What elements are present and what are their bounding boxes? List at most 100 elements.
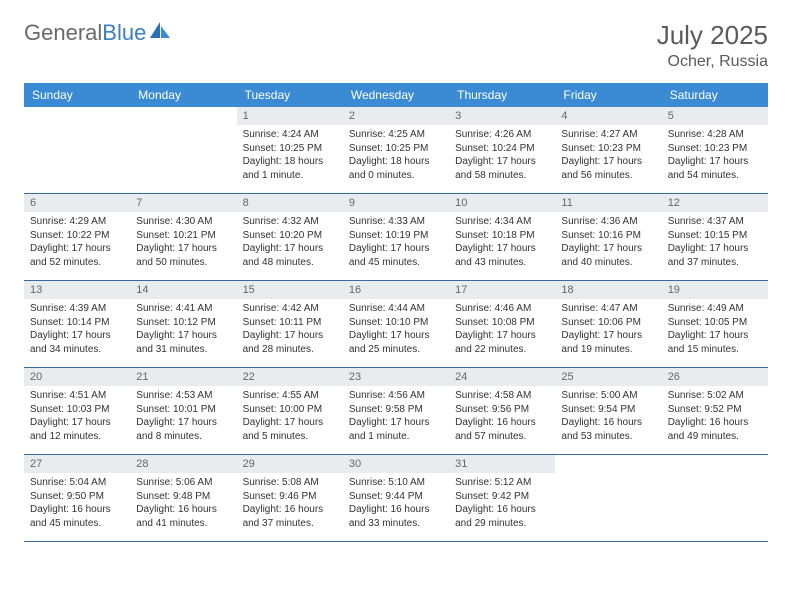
logo-part2: Blue (102, 20, 146, 45)
calendar-day: 10Sunrise: 4:34 AMSunset: 10:18 PMDaylig… (449, 194, 555, 281)
title-block: July 2025 Ocher, Russia (657, 20, 768, 71)
sail-icon (150, 22, 172, 45)
day-number: 25 (555, 368, 661, 386)
calendar-header: SundayMondayTuesdayWednesdayThursdayFrid… (24, 83, 768, 107)
calendar-week: 6Sunrise: 4:29 AMSunset: 10:22 PMDayligh… (24, 194, 768, 281)
header: GeneralBlue July 2025 Ocher, Russia (24, 20, 768, 71)
calendar-day: 20Sunrise: 4:51 AMSunset: 10:03 PMDaylig… (24, 368, 130, 455)
day-number: 4 (555, 107, 661, 125)
calendar-day: 5Sunrise: 4:28 AMSunset: 10:23 PMDayligh… (662, 107, 768, 194)
day-details: Sunrise: 4:28 AMSunset: 10:23 PMDaylight… (662, 125, 768, 186)
day-number: 17 (449, 281, 555, 299)
calendar-day: 30Sunrise: 5:10 AMSunset: 9:44 PMDayligh… (343, 455, 449, 542)
day-number: 6 (24, 194, 130, 212)
weekday-header: Tuesday (237, 83, 343, 107)
day-details: Sunrise: 5:00 AMSunset: 9:54 PMDaylight:… (555, 386, 661, 447)
calendar-day: 27Sunrise: 5:04 AMSunset: 9:50 PMDayligh… (24, 455, 130, 542)
calendar-day: 2Sunrise: 4:25 AMSunset: 10:25 PMDayligh… (343, 107, 449, 194)
calendar-week: 13Sunrise: 4:39 AMSunset: 10:14 PMDaylig… (24, 281, 768, 368)
day-number: 5 (662, 107, 768, 125)
day-details: Sunrise: 4:56 AMSunset: 9:58 PMDaylight:… (343, 386, 449, 447)
day-number: 20 (24, 368, 130, 386)
day-number: 31 (449, 455, 555, 473)
day-details: Sunrise: 4:53 AMSunset: 10:01 PMDaylight… (130, 386, 236, 447)
day-number: 27 (24, 455, 130, 473)
day-number: 16 (343, 281, 449, 299)
day-details: Sunrise: 5:12 AMSunset: 9:42 PMDaylight:… (449, 473, 555, 534)
day-details: Sunrise: 4:25 AMSunset: 10:25 PMDaylight… (343, 125, 449, 186)
logo: GeneralBlue (24, 20, 172, 46)
day-number: 1 (237, 107, 343, 125)
day-number: 23 (343, 368, 449, 386)
calendar-body: 1Sunrise: 4:24 AMSunset: 10:25 PMDayligh… (24, 107, 768, 542)
day-details: Sunrise: 4:44 AMSunset: 10:10 PMDaylight… (343, 299, 449, 360)
day-details: Sunrise: 4:39 AMSunset: 10:14 PMDaylight… (24, 299, 130, 360)
day-number: 19 (662, 281, 768, 299)
weekday-header: Wednesday (343, 83, 449, 107)
calendar-day: 1Sunrise: 4:24 AMSunset: 10:25 PMDayligh… (237, 107, 343, 194)
day-details: Sunrise: 4:58 AMSunset: 9:56 PMDaylight:… (449, 386, 555, 447)
calendar-week: 27Sunrise: 5:04 AMSunset: 9:50 PMDayligh… (24, 455, 768, 542)
day-details: Sunrise: 5:02 AMSunset: 9:52 PMDaylight:… (662, 386, 768, 447)
day-details: Sunrise: 4:46 AMSunset: 10:08 PMDaylight… (449, 299, 555, 360)
weekday-header: Sunday (24, 83, 130, 107)
calendar-day: 15Sunrise: 4:42 AMSunset: 10:11 PMDaylig… (237, 281, 343, 368)
calendar-day: 16Sunrise: 4:44 AMSunset: 10:10 PMDaylig… (343, 281, 449, 368)
calendar-day: 12Sunrise: 4:37 AMSunset: 10:15 PMDaylig… (662, 194, 768, 281)
calendar-day: 17Sunrise: 4:46 AMSunset: 10:08 PMDaylig… (449, 281, 555, 368)
logo-text: GeneralBlue (24, 20, 146, 46)
weekday-header: Saturday (662, 83, 768, 107)
calendar-week: 1Sunrise: 4:24 AMSunset: 10:25 PMDayligh… (24, 107, 768, 194)
month-title: July 2025 (657, 20, 768, 51)
day-details: Sunrise: 4:29 AMSunset: 10:22 PMDaylight… (24, 212, 130, 273)
day-details: Sunrise: 4:42 AMSunset: 10:11 PMDaylight… (237, 299, 343, 360)
weekday-header: Friday (555, 83, 661, 107)
day-number: 18 (555, 281, 661, 299)
weekday-header: Monday (130, 83, 236, 107)
calendar-day: 3Sunrise: 4:26 AMSunset: 10:24 PMDayligh… (449, 107, 555, 194)
calendar-day: 28Sunrise: 5:06 AMSunset: 9:48 PMDayligh… (130, 455, 236, 542)
calendar-day: 29Sunrise: 5:08 AMSunset: 9:46 PMDayligh… (237, 455, 343, 542)
day-details: Sunrise: 4:34 AMSunset: 10:18 PMDaylight… (449, 212, 555, 273)
day-number: 8 (237, 194, 343, 212)
calendar-day: 4Sunrise: 4:27 AMSunset: 10:23 PMDayligh… (555, 107, 661, 194)
day-details: Sunrise: 4:37 AMSunset: 10:15 PMDaylight… (662, 212, 768, 273)
day-number: 10 (449, 194, 555, 212)
logo-part1: General (24, 20, 102, 45)
day-details: Sunrise: 4:55 AMSunset: 10:00 PMDaylight… (237, 386, 343, 447)
day-number: 7 (130, 194, 236, 212)
day-number: 22 (237, 368, 343, 386)
day-details: Sunrise: 4:36 AMSunset: 10:16 PMDaylight… (555, 212, 661, 273)
calendar-empty (130, 107, 236, 194)
day-details: Sunrise: 4:26 AMSunset: 10:24 PMDaylight… (449, 125, 555, 186)
calendar-day: 31Sunrise: 5:12 AMSunset: 9:42 PMDayligh… (449, 455, 555, 542)
calendar-day: 22Sunrise: 4:55 AMSunset: 10:00 PMDaylig… (237, 368, 343, 455)
day-details: Sunrise: 4:49 AMSunset: 10:05 PMDaylight… (662, 299, 768, 360)
weekday-header: Thursday (449, 83, 555, 107)
calendar-day: 19Sunrise: 4:49 AMSunset: 10:05 PMDaylig… (662, 281, 768, 368)
day-number: 30 (343, 455, 449, 473)
calendar-day: 6Sunrise: 4:29 AMSunset: 10:22 PMDayligh… (24, 194, 130, 281)
day-details: Sunrise: 4:32 AMSunset: 10:20 PMDaylight… (237, 212, 343, 273)
day-details: Sunrise: 4:30 AMSunset: 10:21 PMDaylight… (130, 212, 236, 273)
day-number: 13 (24, 281, 130, 299)
calendar-day: 9Sunrise: 4:33 AMSunset: 10:19 PMDayligh… (343, 194, 449, 281)
calendar-day: 11Sunrise: 4:36 AMSunset: 10:16 PMDaylig… (555, 194, 661, 281)
day-number: 28 (130, 455, 236, 473)
calendar-day: 8Sunrise: 4:32 AMSunset: 10:20 PMDayligh… (237, 194, 343, 281)
calendar-table: SundayMondayTuesdayWednesdayThursdayFrid… (24, 83, 768, 542)
calendar-day: 7Sunrise: 4:30 AMSunset: 10:21 PMDayligh… (130, 194, 236, 281)
calendar-day: 13Sunrise: 4:39 AMSunset: 10:14 PMDaylig… (24, 281, 130, 368)
calendar-day: 23Sunrise: 4:56 AMSunset: 9:58 PMDayligh… (343, 368, 449, 455)
day-number: 29 (237, 455, 343, 473)
calendar-day: 25Sunrise: 5:00 AMSunset: 9:54 PMDayligh… (555, 368, 661, 455)
day-details: Sunrise: 4:24 AMSunset: 10:25 PMDaylight… (237, 125, 343, 186)
day-number: 21 (130, 368, 236, 386)
day-number: 14 (130, 281, 236, 299)
day-details: Sunrise: 4:33 AMSunset: 10:19 PMDaylight… (343, 212, 449, 273)
day-details: Sunrise: 4:51 AMSunset: 10:03 PMDaylight… (24, 386, 130, 447)
day-details: Sunrise: 5:08 AMSunset: 9:46 PMDaylight:… (237, 473, 343, 534)
calendar-empty (662, 455, 768, 542)
day-number: 24 (449, 368, 555, 386)
day-details: Sunrise: 4:27 AMSunset: 10:23 PMDaylight… (555, 125, 661, 186)
